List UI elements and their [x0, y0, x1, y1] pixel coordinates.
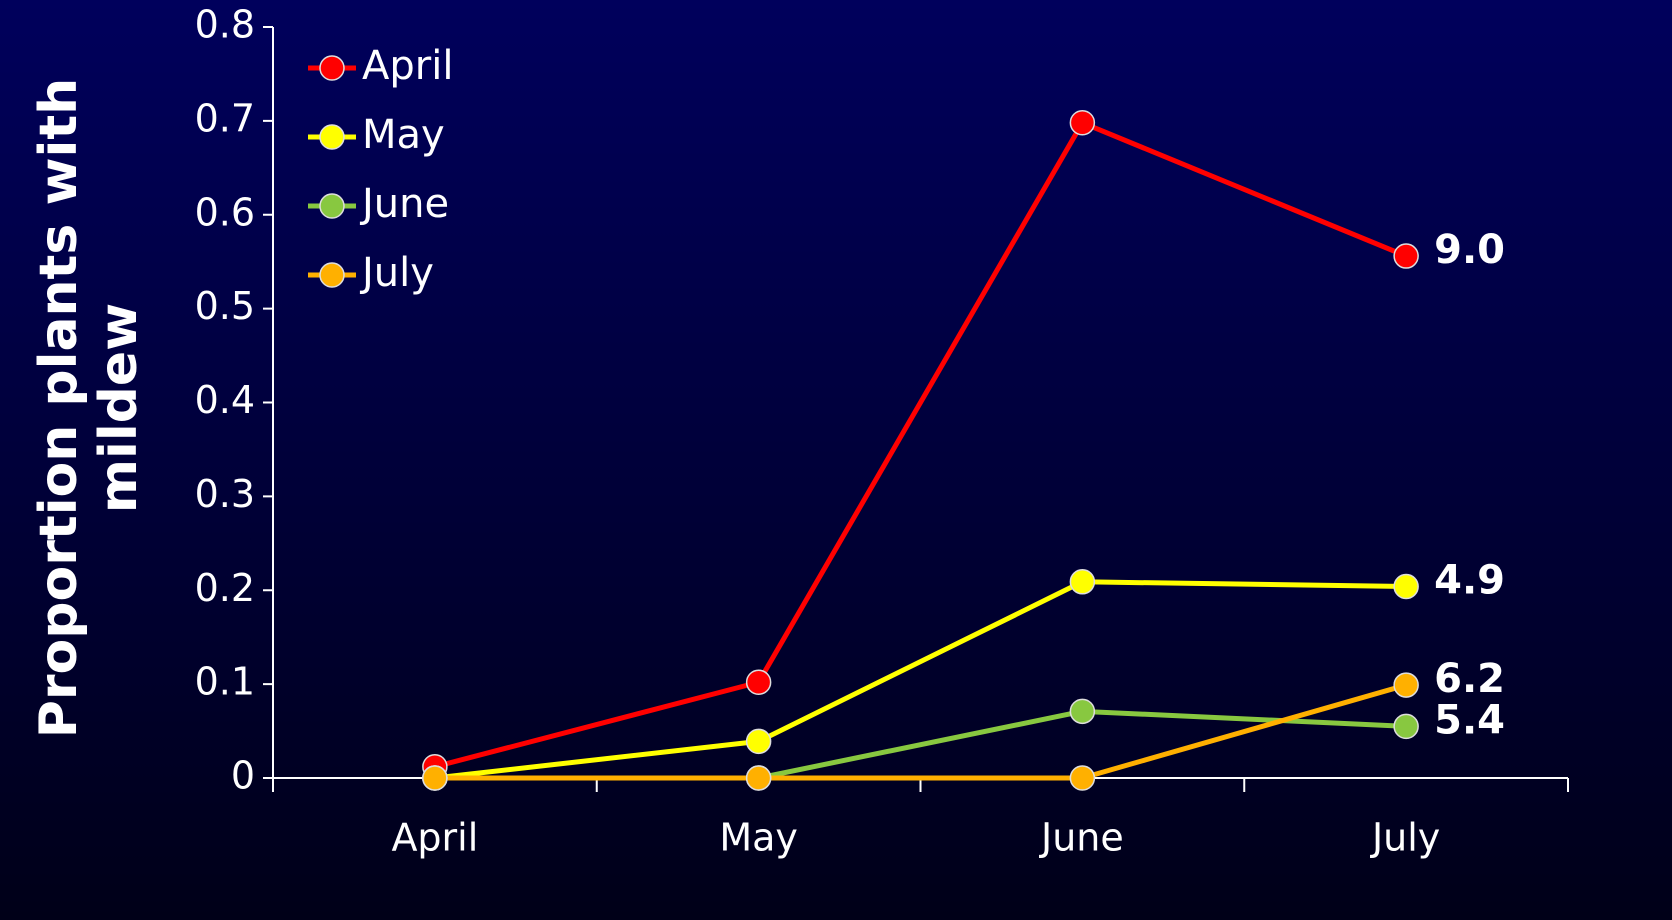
- data-point: [1069, 698, 1096, 725]
- series-line: [434, 120, 1408, 770]
- y-tick-label: 0.5: [195, 284, 255, 328]
- data-point: [1069, 110, 1096, 136]
- y-tick-label: 0: [231, 754, 255, 798]
- legend-label: June: [359, 181, 449, 227]
- end-label: 9.0: [1434, 227, 1505, 273]
- legend-marker: [319, 55, 345, 81]
- data-point: [1393, 573, 1419, 600]
- data-point: [745, 765, 772, 791]
- data-point: [1393, 672, 1419, 698]
- y-axis-label-line: Proportion plants with: [29, 78, 89, 738]
- x-tick-label: April: [391, 816, 478, 860]
- legend-marker: [319, 193, 345, 219]
- legend-marker: [319, 124, 345, 150]
- legend-label: April: [362, 43, 453, 89]
- y-axis-label: Proportion plants with mildew: [29, 78, 149, 738]
- y-tick-label: 0.3: [195, 472, 255, 516]
- y-tick-label: 0.4: [195, 378, 255, 422]
- series-line: [434, 682, 1407, 781]
- end-label: 4.9: [1434, 557, 1505, 603]
- y-tick-label: 0.6: [195, 190, 255, 234]
- data-point: [422, 765, 448, 791]
- y-tick-label: 0.1: [195, 660, 255, 704]
- y-tick-label: 0.7: [195, 96, 255, 140]
- x-tick-label: May: [719, 816, 798, 860]
- legend-marker: [319, 262, 345, 288]
- legend-label: May: [362, 112, 445, 158]
- data-point: [1393, 243, 1419, 269]
- end-label: 6.2: [1434, 656, 1505, 702]
- x-tick-label: June: [1039, 816, 1124, 860]
- series-line: [434, 579, 1407, 781]
- y-tick-label: 0.8: [195, 3, 255, 47]
- data-point: [1069, 569, 1096, 595]
- y-tick-label: 0.2: [195, 566, 255, 610]
- data-point: [1069, 765, 1096, 791]
- x-tick-label: July: [1370, 816, 1440, 860]
- y-axis-label-line: mildew: [89, 303, 149, 513]
- data-point: [745, 669, 772, 695]
- data-point: [745, 728, 772, 755]
- legend-label: July: [359, 250, 434, 296]
- data-point: [1393, 713, 1419, 740]
- end-label: 5.4: [1434, 697, 1505, 743]
